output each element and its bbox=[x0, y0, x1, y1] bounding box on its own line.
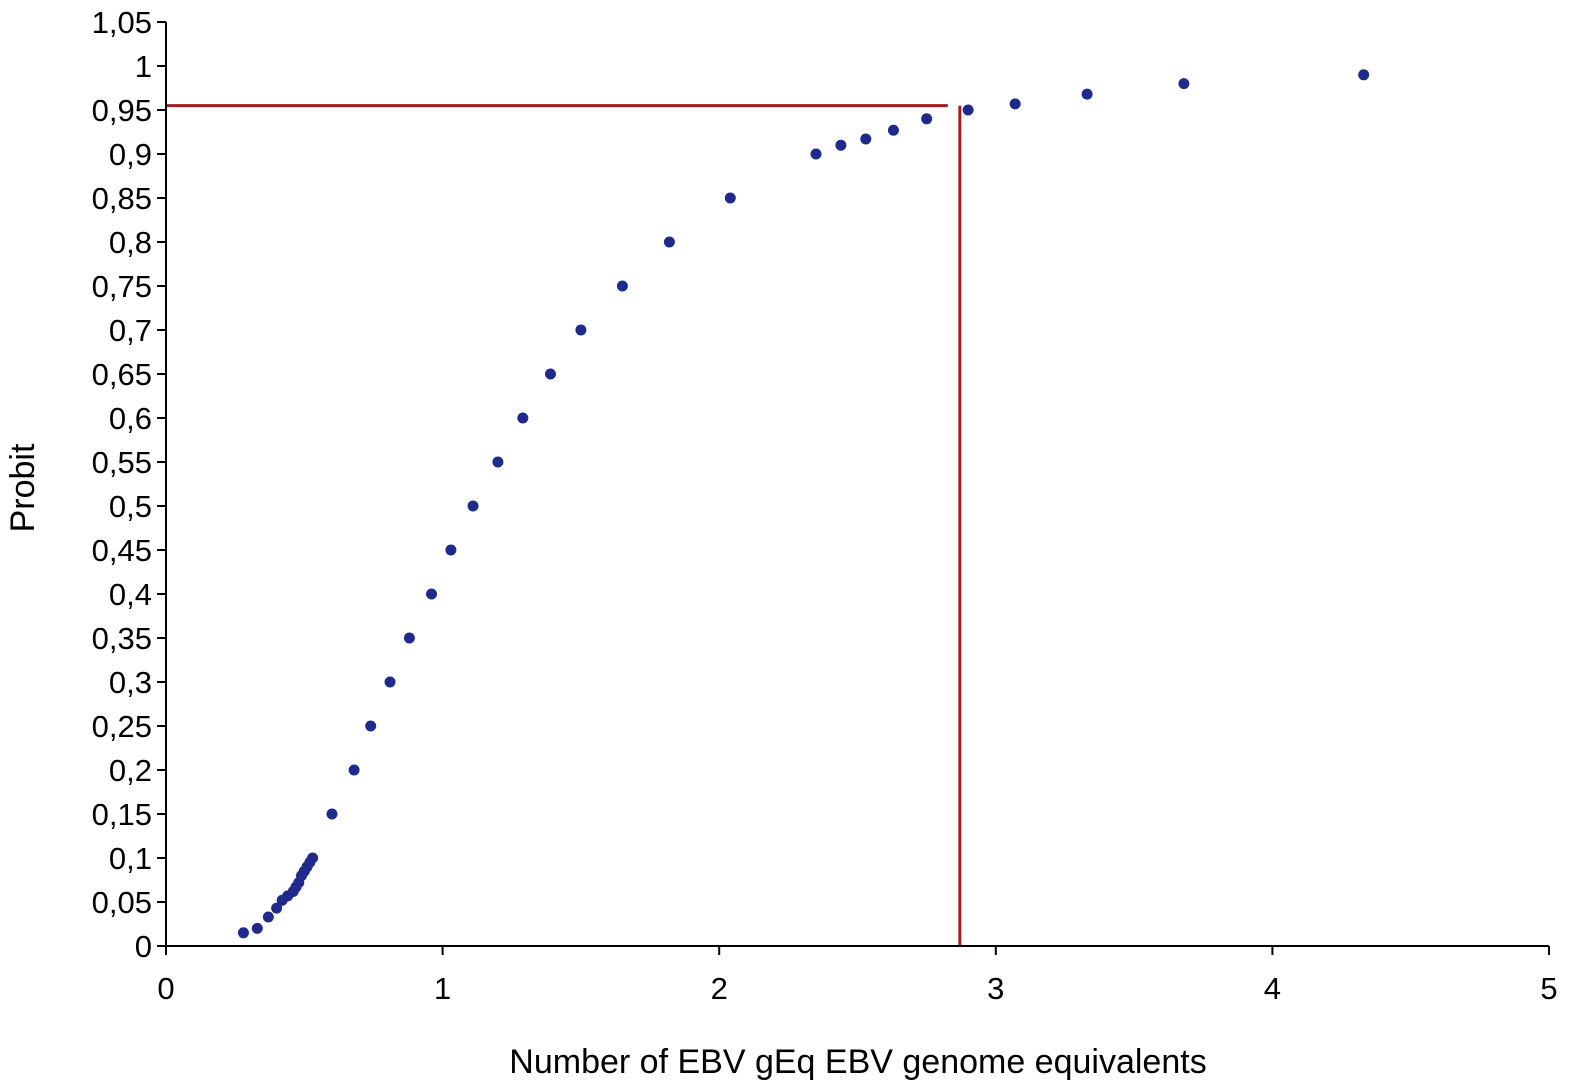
data-point bbox=[326, 808, 338, 820]
y-tick-label: 0,8 bbox=[109, 225, 152, 260]
y-tick-label: 0,25 bbox=[92, 709, 152, 744]
data-point bbox=[575, 324, 587, 336]
y-tick-label: 0,65 bbox=[92, 357, 152, 392]
data-point bbox=[271, 902, 283, 914]
data-point bbox=[810, 148, 822, 160]
data-point bbox=[467, 500, 479, 512]
data-point bbox=[835, 139, 847, 151]
y-tick-label: 0,4 bbox=[109, 577, 152, 612]
y-tick-label: 0,3 bbox=[109, 665, 152, 700]
y-tick-label: 0,75 bbox=[92, 269, 152, 304]
data-point bbox=[262, 911, 274, 923]
y-tick-label: 0,1 bbox=[109, 841, 152, 876]
data-point bbox=[307, 852, 319, 864]
y-tick-label: 0,05 bbox=[92, 885, 152, 920]
data-point bbox=[921, 113, 933, 125]
data-point bbox=[724, 192, 736, 204]
y-tick-label: 0,9 bbox=[109, 137, 152, 172]
data-point bbox=[237, 927, 249, 939]
data-point bbox=[1009, 98, 1021, 110]
x-tick-label: 2 bbox=[711, 971, 728, 1006]
reference-lines bbox=[166, 104, 962, 946]
y-tick-label: 0,2 bbox=[109, 753, 152, 788]
data-point bbox=[962, 104, 974, 116]
y-tick-label: 0,85 bbox=[92, 181, 152, 216]
data-point bbox=[860, 133, 872, 145]
y-tick-label: 0,7 bbox=[109, 313, 152, 348]
data-point bbox=[544, 368, 556, 380]
x-axis-ticks: 0 1 2 3 4 5 bbox=[157, 946, 1558, 1006]
y-tick-label: 0,15 bbox=[92, 797, 152, 832]
data-point bbox=[403, 632, 415, 644]
data-point bbox=[492, 456, 504, 468]
data-point bbox=[887, 124, 899, 136]
x-tick-label: 1 bbox=[434, 971, 451, 1006]
data-point bbox=[1081, 88, 1093, 100]
y-tick-label: 1 bbox=[135, 49, 152, 84]
x-tick-label: 5 bbox=[1540, 971, 1557, 1006]
y-tick-label: 0 bbox=[135, 929, 152, 964]
y-tick-label: 0,55 bbox=[92, 445, 152, 480]
data-point bbox=[663, 236, 675, 248]
data-point bbox=[384, 676, 396, 688]
x-tick-label: 0 bbox=[157, 971, 174, 1006]
data-point bbox=[365, 720, 377, 732]
x-axis-title: Number of EBV gEq EBV genome equivalents bbox=[509, 1043, 1206, 1081]
y-tick-label: 0,45 bbox=[92, 533, 152, 568]
data-points bbox=[237, 69, 1370, 939]
y-tick-label: 0,5 bbox=[109, 489, 152, 524]
y-tick-label: 0,6 bbox=[109, 401, 152, 436]
y-axis-ticks: 0 0,05 0,1 0,15 0,2 0,25 0,3 0,35 0,4 0,45 0,5 0,55… bbox=[92, 5, 166, 964]
x-tick-label: 4 bbox=[1264, 971, 1281, 1006]
y-axis-title: Probit bbox=[4, 443, 42, 532]
data-point bbox=[348, 764, 360, 776]
data-point bbox=[1358, 69, 1370, 81]
data-point bbox=[1178, 78, 1190, 90]
y-tick-label: 0,35 bbox=[92, 621, 152, 656]
data-point bbox=[517, 412, 529, 424]
y-tick-label: 1,05 bbox=[92, 5, 152, 40]
data-point bbox=[251, 922, 263, 934]
y-tick-label: 0,95 bbox=[92, 93, 152, 128]
data-point bbox=[616, 280, 628, 292]
x-tick-label: 3 bbox=[987, 971, 1004, 1006]
data-point bbox=[426, 588, 438, 600]
data-point bbox=[445, 544, 457, 556]
